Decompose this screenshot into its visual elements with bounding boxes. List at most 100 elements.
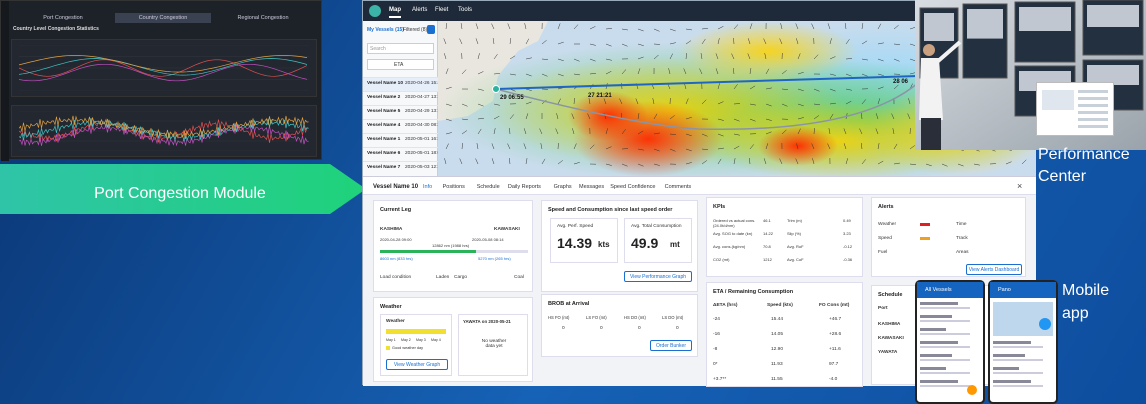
wind-barb: [861, 73, 868, 77]
wind-barb: [909, 163, 916, 166]
detail-tab[interactable]: Positions: [442, 184, 465, 190]
close-button[interactable]: ×: [1017, 181, 1023, 191]
phone: All Vessels: [915, 280, 985, 404]
dashboard-tab[interactable]: Country Congestion: [115, 13, 211, 23]
detail-tab[interactable]: Daily Reports: [507, 184, 541, 190]
screen-content: [1019, 7, 1071, 31]
vessel-row[interactable]: [363, 105, 438, 119]
wind-barb: [717, 133, 724, 137]
thumb-line: [1078, 125, 1108, 128]
wind-barb: [973, 163, 980, 166]
nav-item[interactable]: Map: [389, 7, 401, 18]
nav-item[interactable]: Alerts: [412, 7, 428, 13]
wind-barb: [763, 38, 767, 45]
wind-barb: [653, 113, 658, 120]
detail-tab[interactable]: Info: [423, 184, 433, 190]
wind-barb: [509, 73, 516, 76]
arrival: 2020-05-08 08:14: [472, 237, 504, 242]
thumbnail: [1036, 82, 1114, 136]
vessel-tab[interactable]: Filtered (8): [403, 27, 428, 33]
wind-barb: [541, 158, 546, 165]
detail-tab[interactable]: Speed Confidence: [610, 184, 656, 190]
cargo-label: Cargo: [454, 275, 468, 280]
detail-tab[interactable]: Messages: [579, 184, 605, 190]
vessel-tab[interactable]: My Vessels (15): [367, 27, 404, 33]
schedule-header: Port: [878, 306, 888, 311]
toggle[interactable]: [427, 25, 435, 34]
progress-fill: [380, 250, 476, 253]
button[interactable]: View Weather Graph: [386, 359, 448, 370]
kpi-cell: Ordered vs actual cons. (24.0t/d/nm): [713, 218, 756, 228]
dashboard-title: Country Level Congestion Statistics: [13, 26, 99, 32]
nav-item[interactable]: Tools: [458, 7, 473, 13]
wind-barb: [813, 128, 815, 135]
phone-title: Pano: [998, 287, 1011, 293]
search-box[interactable]: Search: [367, 43, 434, 54]
wind-barb: [443, 38, 447, 45]
wind-barb: [459, 38, 463, 45]
vessel-row[interactable]: [363, 133, 438, 147]
wind-barb: [461, 143, 463, 150]
wind-barb: [476, 143, 479, 150]
nav-item[interactable]: Fleet: [435, 7, 449, 13]
detail-tab[interactable]: Graphs: [553, 184, 572, 190]
wind-barb: [907, 113, 911, 120]
dashboard-tab[interactable]: Port Congestion: [43, 15, 83, 21]
wind-barb: [445, 23, 448, 30]
kpi-cell: -0.12: [843, 244, 853, 249]
vessel-row[interactable]: [363, 77, 438, 91]
wind-barb: [669, 42, 676, 45]
wind-barb: [621, 28, 628, 31]
wind-barb: [877, 98, 881, 105]
wind-barb: [795, 158, 799, 165]
wind-barb: [637, 56, 644, 60]
button[interactable]: View Performance Graph: [624, 271, 692, 282]
wind-barb: [685, 53, 687, 60]
vessel-row[interactable]: [363, 91, 438, 105]
wind-barb: [908, 98, 911, 105]
dashboard-tab[interactable]: Regional Congestion: [237, 15, 289, 21]
wind-barb: [828, 128, 831, 135]
wind-barb: [811, 23, 815, 30]
phone-title: All Vessels: [925, 287, 952, 293]
metric-label: Avg. Perf. Speed: [557, 224, 594, 229]
wind-barb: [781, 103, 788, 107]
vessel-row[interactable]: [363, 147, 438, 161]
sort-select[interactable]: ETA: [367, 59, 434, 70]
wind-barb: [540, 143, 543, 150]
wind-barb: [525, 38, 530, 45]
yawata-box: YAWATA on 2020-05-21 No weather data yet: [458, 314, 528, 376]
phone: Pano: [988, 280, 1058, 404]
wind-barb: [587, 113, 591, 120]
button[interactable]: Order Bunker: [650, 340, 692, 351]
side-bar: [1, 1, 9, 161]
vessel-row[interactable]: [363, 119, 438, 133]
wind-barb: [589, 58, 596, 62]
weather-legend: Good weather day: [392, 346, 424, 350]
list-line: [920, 341, 958, 344]
card: BROB at Arrival HS FO (mt) 0 LS FO (mt) 0 HS …: [541, 294, 698, 357]
weather-bar: [386, 329, 446, 334]
arrow-banner: [0, 164, 366, 214]
vessel-list: My Vessels (15) Filtered (8) Search ETA Vess…: [363, 21, 443, 176]
wind-barb: [685, 162, 692, 165]
metric-label: Avg. Total Consumption: [631, 224, 682, 229]
mobile-label: Mobile: [1062, 282, 1110, 299]
wind-barb: [700, 53, 703, 60]
detail-tab[interactable]: Schedule: [476, 184, 500, 190]
wind-barb: [797, 128, 801, 135]
brob-value: 0: [638, 326, 641, 331]
wind-barb: [893, 58, 900, 62]
eta-cell: 15.44: [771, 317, 784, 322]
wind-barb: [461, 69, 467, 75]
list-line: [920, 380, 958, 383]
decor-line: [19, 115, 309, 139]
button[interactable]: View Alerts Dashboard: [966, 264, 1022, 275]
thumb-line: [1078, 97, 1108, 100]
wind-barb: [813, 103, 820, 106]
graphic: [369, 5, 381, 17]
detail-tab[interactable]: Comments: [664, 184, 692, 190]
graphic: [920, 302, 977, 395]
wind-barb: [765, 143, 769, 150]
vessel-row[interactable]: [363, 161, 438, 175]
